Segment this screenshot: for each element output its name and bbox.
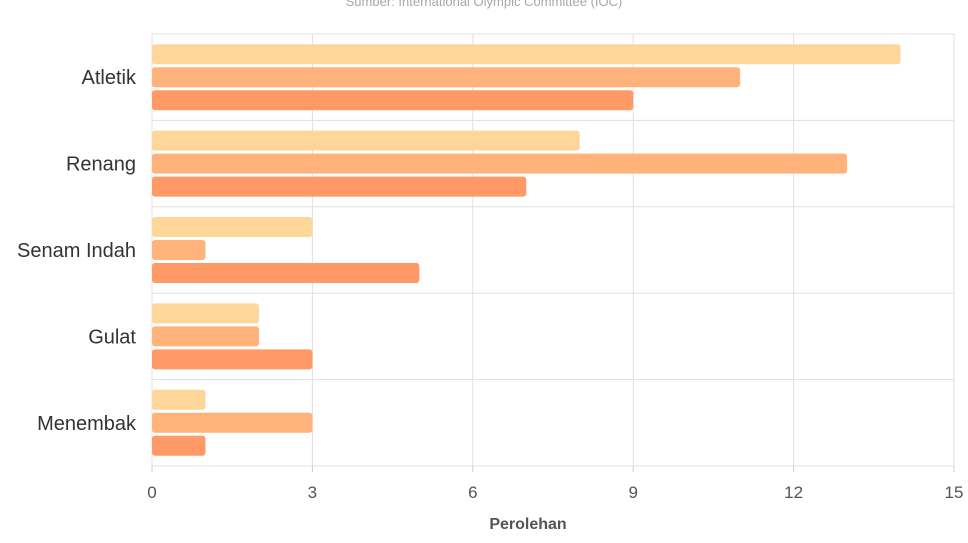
bar bbox=[152, 389, 206, 410]
x-tick-label: 9 bbox=[628, 483, 637, 502]
x-tick-label: 15 bbox=[945, 483, 964, 502]
bar bbox=[152, 303, 259, 324]
category-label: Senam Indah bbox=[17, 240, 136, 262]
bar bbox=[152, 90, 634, 111]
bar bbox=[152, 217, 313, 237]
x-tick-label: 0 bbox=[147, 483, 156, 502]
bar bbox=[152, 263, 420, 283]
x-tick-label: 12 bbox=[784, 483, 803, 502]
bar bbox=[152, 412, 313, 433]
x-tick-label: 3 bbox=[308, 483, 317, 502]
x-tick-label: 6 bbox=[468, 483, 477, 502]
bars-layer bbox=[152, 44, 901, 456]
chart-subtitle: Sumber: International Olympic Committee … bbox=[345, 0, 623, 9]
bar bbox=[152, 240, 206, 260]
bar bbox=[152, 130, 580, 151]
bar bbox=[152, 349, 313, 370]
bar bbox=[152, 326, 259, 347]
x-axis-title: Perolehan bbox=[489, 516, 566, 533]
labels-layer: 0 3 6 9 12 15 Atletik Renang Senam Indah Gulat Men… bbox=[17, 67, 963, 533]
bar bbox=[152, 435, 206, 456]
category-label: Atletik bbox=[82, 67, 137, 89]
category-label: Menembak bbox=[37, 413, 137, 435]
category-label: Renang bbox=[66, 154, 136, 176]
bar bbox=[152, 153, 848, 174]
bar bbox=[152, 176, 527, 197]
bar bbox=[152, 44, 901, 65]
category-label: Gulat bbox=[88, 326, 136, 348]
bar bbox=[152, 67, 741, 88]
